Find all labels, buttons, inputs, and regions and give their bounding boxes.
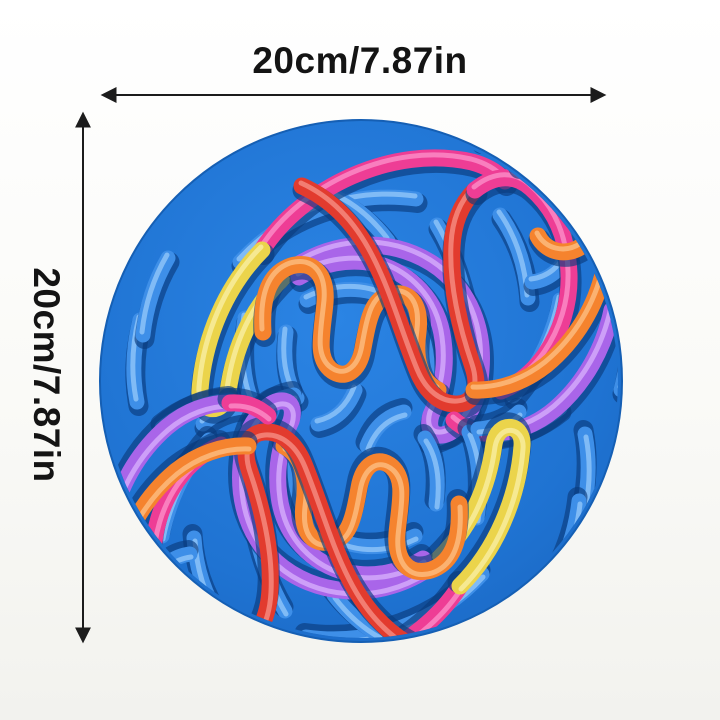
mat-pattern-top-half bbox=[125, 132, 618, 455]
width-dimension-label: 20cm/7.87in bbox=[252, 40, 468, 81]
mat-pattern bbox=[85, 132, 618, 699]
